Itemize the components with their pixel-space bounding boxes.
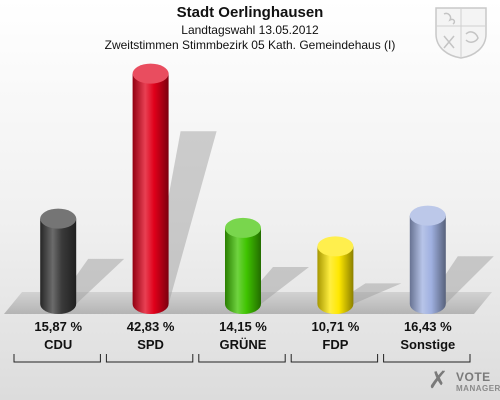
category-bracket [383, 354, 471, 363]
bar-sonstige [409, 205, 446, 314]
vote-manager-mark-icon: ✗ [428, 367, 449, 394]
value-label: 16,43 % [404, 319, 452, 334]
category-label: CDU [44, 337, 72, 352]
value-label: 10,71 % [312, 319, 360, 334]
bar-fdp [317, 236, 354, 314]
category-bracket [198, 354, 286, 363]
category-bracket [13, 354, 101, 363]
vote-manager-logo: ✗ VOTE MANAGER [428, 367, 500, 397]
category-bracket [105, 354, 194, 363]
category-bracket [290, 354, 379, 363]
value-label: 15,87 % [34, 319, 82, 334]
bar-grüne [225, 217, 261, 314]
brand-line-1: VOTE [456, 370, 491, 384]
chart-title: Stadt Oerlinghausen [176, 4, 324, 21]
bars [40, 63, 446, 314]
bar-spd [132, 63, 169, 314]
bar-cdu [40, 208, 77, 314]
category-label: FDP [322, 337, 348, 352]
category-label: Sonstige [400, 337, 455, 352]
chart-subtitle: Landtagswahl 13.05.2012 [181, 23, 319, 37]
bar-labels: 15,87 % CDU 42,83 % SPD 14,15 % GRÜNE 10,71 % F… [13, 319, 471, 363]
coat-of-arms-icon [435, 7, 487, 59]
value-label: 42,83 % [127, 319, 175, 334]
category-label: GRÜNE [220, 337, 267, 352]
value-label: 14,15 % [219, 319, 267, 334]
brand-line-2: MANAGER [456, 384, 500, 393]
category-label: SPD [137, 337, 164, 352]
chart-subtitle-district: Zweitstimmen Stimmbezirk 05 Kath. Gemein… [104, 38, 396, 52]
